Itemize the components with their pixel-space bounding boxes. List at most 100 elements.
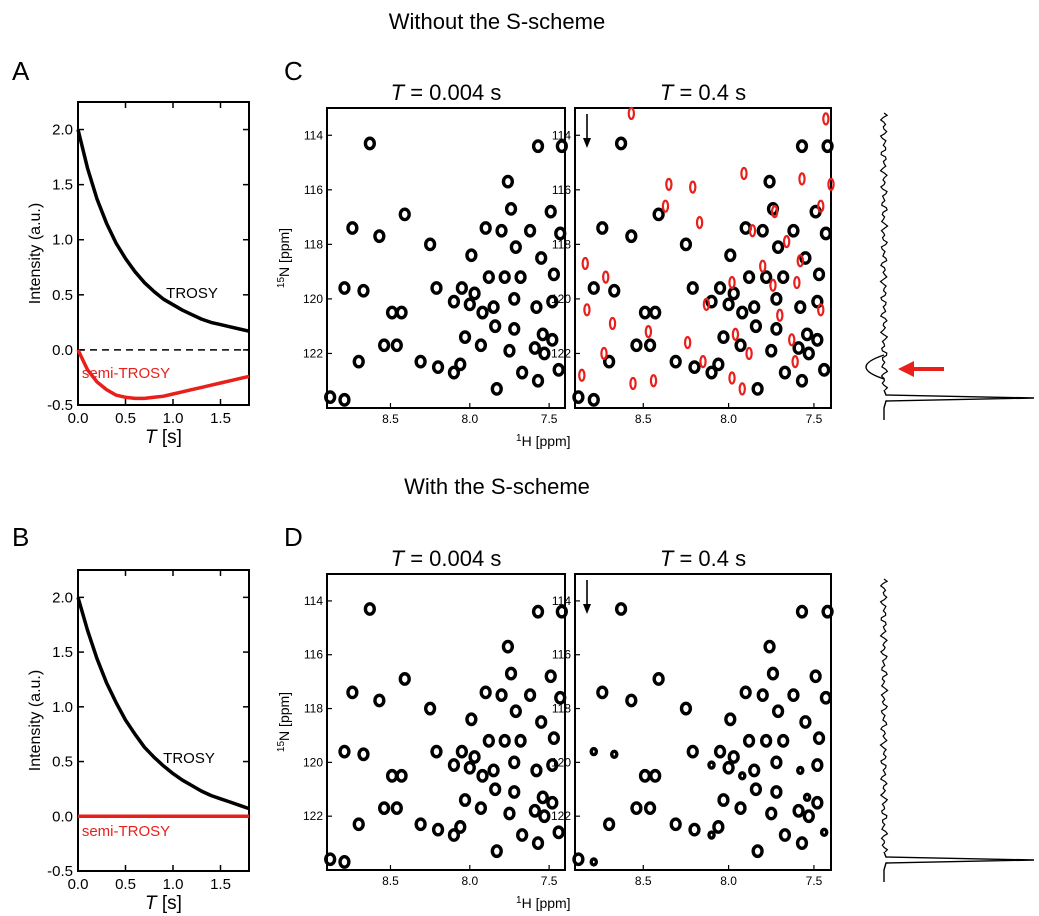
peak-black: [554, 690, 567, 705]
peak-black: [770, 785, 783, 799]
x-tick-label: 8.0: [720, 412, 737, 426]
peak-black: [748, 300, 761, 314]
peak-black: [474, 801, 488, 816]
peak-black: [819, 690, 833, 705]
y-tick-label: 122: [551, 346, 571, 360]
x-tick-label: 7.5: [541, 874, 558, 888]
peak-black: [516, 828, 529, 842]
peak-black: [523, 688, 537, 702]
peak-black: [479, 221, 492, 235]
peak-red: [665, 177, 673, 191]
peak-black: [454, 820, 467, 834]
peak-black: [508, 322, 521, 336]
spectrum-title: T = 0.4 s: [660, 546, 746, 571]
peak-black: [688, 822, 701, 837]
peak-black: [431, 822, 445, 837]
peak-black: [707, 760, 716, 770]
plot-frame: [77, 569, 250, 872]
peak-black: [800, 327, 814, 342]
peak-black: [531, 836, 545, 850]
peak-red: [629, 376, 637, 391]
peak-black: [778, 365, 792, 380]
peak-black: [516, 365, 529, 380]
y-tick-label: 118: [304, 702, 323, 716]
peak-black: [770, 755, 783, 770]
y-tick-label: 114: [552, 128, 571, 142]
y-tick-label: 2.0: [52, 589, 73, 606]
spectrum-title: T = 0.004 s: [391, 546, 502, 571]
peak-red: [822, 112, 830, 126]
peak-black: [552, 362, 565, 377]
y-tick-label: 2.0: [52, 122, 73, 139]
peak-black: [463, 760, 476, 775]
peak-black: [649, 768, 662, 783]
peak-black: [765, 343, 778, 358]
peak-black: [802, 792, 812, 803]
projection-main-peak: [883, 389, 1035, 420]
peak-black: [352, 817, 365, 832]
peak-black: [770, 322, 783, 336]
peak-red: [689, 180, 697, 194]
peak-black: [630, 801, 643, 816]
panel-letter-c: C: [284, 56, 303, 86]
y-tick-label: 118: [552, 237, 571, 251]
y-tick-label: 122: [551, 809, 571, 823]
peak-black: [352, 354, 365, 369]
peak-black: [546, 758, 559, 772]
peak-black: [734, 801, 747, 816]
peak-black: [792, 341, 805, 355]
peak-black: [338, 744, 351, 759]
panel-b-decay-plot: -0.50.00.51.01.52.00.0 0.5 1.0 1.5T [s]Inte…: [27, 569, 250, 914]
peak-black: [608, 283, 621, 298]
peak-black: [528, 341, 541, 355]
y-axis-label: 15N [ppm]: [276, 228, 293, 288]
peak-black: [530, 300, 543, 314]
projection-negative-peak: [865, 354, 885, 380]
peak-red: [608, 316, 617, 331]
peak-black: [430, 744, 443, 759]
panel-letter-a: A: [12, 56, 30, 86]
panel-c-spectra: T = 0.004 s 8.5 8.0 7.5 114 116 118 120 122 T = 0…: [276, 80, 1035, 449]
y-tick-label: -0.5: [47, 397, 73, 414]
peak-black: [465, 248, 478, 263]
y-tick-label: 122: [303, 809, 323, 823]
peak-black: [760, 270, 773, 284]
peak-black: [487, 763, 500, 778]
peak-black: [490, 844, 503, 859]
peak-black: [547, 731, 561, 746]
peak-red: [627, 106, 636, 121]
peak-black: [756, 223, 769, 238]
peak-red: [770, 205, 779, 219]
peak-red: [699, 355, 707, 369]
peak-black: [669, 354, 682, 369]
peak-black: [705, 294, 718, 309]
peak-black: [821, 604, 834, 619]
peak-black: [555, 604, 568, 619]
peak-black: [455, 281, 468, 295]
peak-red: [817, 199, 825, 213]
peak-black: [705, 365, 718, 380]
peak-black: [812, 267, 826, 282]
peak-black: [503, 806, 516, 821]
peak-black: [514, 270, 527, 284]
peak-black: [589, 746, 599, 757]
peak-black: [630, 338, 643, 353]
peak-red: [661, 199, 670, 213]
x-tick-label: 0.5: [115, 876, 136, 893]
peak-black: [763, 174, 776, 189]
peak-red: [602, 270, 610, 284]
peak-black: [796, 765, 805, 776]
peak-black: [739, 685, 752, 700]
peak-black: [596, 685, 609, 700]
peak-black: [717, 793, 730, 807]
peak-black: [614, 602, 628, 616]
peak-black: [546, 294, 559, 309]
series-label-semi-trosy: semi-TROSY: [82, 365, 170, 382]
peak-black: [373, 229, 386, 244]
peak-black: [528, 803, 541, 818]
peak-black: [679, 237, 693, 252]
peak-black: [501, 174, 514, 189]
peak-black: [490, 382, 503, 396]
down-arrow-head-icon: [583, 604, 591, 614]
